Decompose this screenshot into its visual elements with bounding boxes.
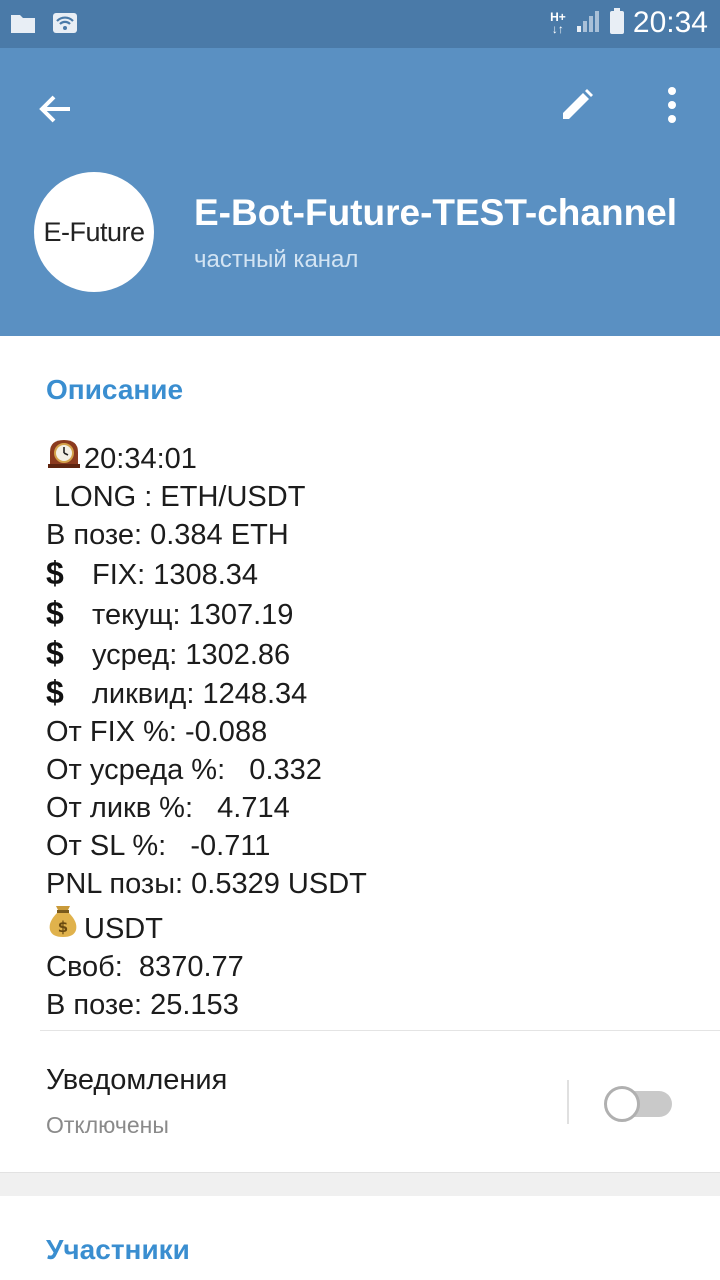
channel-header: E-Future E-Bot-Future-TEST-channel частн… — [0, 48, 720, 336]
status-bar-left — [10, 12, 78, 39]
notifications-title: Уведомления — [46, 1064, 228, 1096]
signal-icon — [575, 8, 601, 39]
back-button[interactable] — [28, 82, 82, 136]
avatar-logo-text: E-Future — [43, 216, 145, 247]
edit-button[interactable] — [550, 78, 604, 132]
heavy-dollar-sign-icon: $ — [46, 674, 64, 711]
section-separator — [0, 1172, 720, 1196]
vertical-separator — [567, 1080, 569, 1124]
status-time: 20:34 — [632, 6, 708, 39]
fix-line: $ FIX: 1308.34 — [46, 555, 706, 595]
svg-text:$: $ — [58, 918, 68, 936]
time-line: 20:34:01 — [46, 436, 706, 479]
pnl-line: PNL позы: 0.5329 USDT — [46, 867, 367, 900]
folder-icon — [10, 12, 36, 39]
status-bar: H+ ↓↑ 20:34 — [0, 0, 720, 48]
description-text[interactable]: 20:34:01 LONG : ETH/USDT В позе: 0.384 E… — [46, 436, 706, 1025]
channel-subtitle: частный канал — [194, 246, 359, 273]
more-vertical-icon — [668, 87, 676, 123]
in-position-usdt-line: В позе: 25.153 — [46, 988, 239, 1021]
liquidation-line: $ ликвид: 1248.34 — [46, 674, 706, 714]
from-liq-line: От ликв %: 4.714 — [46, 792, 290, 825]
heavy-dollar-sign-icon: $ — [46, 554, 64, 591]
toggle-knob — [604, 1086, 640, 1122]
more-options-button[interactable] — [648, 78, 696, 132]
money-bag-icon: $ — [46, 904, 84, 949]
in-position-line: В позе: 0.384 ETH — [46, 518, 289, 551]
network-type-bottom: ↓↑ — [551, 22, 564, 36]
position-line: LONG : ETH/USDT — [46, 480, 306, 513]
fix-value: FIX: 1308.34 — [92, 558, 259, 591]
notifications-status: Отключены — [46, 1112, 169, 1138]
pencil-icon — [563, 89, 593, 119]
time-value: 20:34:01 — [84, 443, 197, 475]
usdt-label: USDT — [84, 912, 163, 945]
usdt-header-line: $ USDT — [46, 904, 706, 949]
liquidation-value: ликвид: 1248.34 — [92, 678, 308, 711]
mantelpiece-clock-icon — [46, 436, 84, 479]
divider — [40, 1030, 720, 1031]
wifi-icon — [52, 12, 78, 39]
average-line: $ усред: 1302.86 — [46, 635, 706, 675]
current-value: текущ: 1307.19 — [92, 598, 294, 631]
notifications-toggle[interactable] — [604, 1086, 672, 1122]
from-sl-line: От SL %: -0.711 — [46, 830, 271, 863]
from-average-line: От усреда %: 0.332 — [46, 754, 322, 787]
channel-avatar[interactable]: E-Future — [34, 172, 154, 292]
average-value: усред: 1302.86 — [92, 638, 291, 671]
channel-title: E-Bot-Future-TEST-channel — [194, 192, 678, 233]
heavy-dollar-sign-icon: $ — [46, 594, 64, 631]
current-line: $ текущ: 1307.19 — [46, 595, 706, 635]
network-type-top: H+ — [550, 10, 566, 24]
battery-icon — [609, 7, 625, 40]
members-label: Участники — [46, 1234, 190, 1265]
heavy-dollar-sign-icon: $ — [46, 634, 64, 671]
from-fix-line: От FIX %: -0.088 — [46, 716, 268, 749]
network-type-indicator: H+ ↓↑ — [549, 11, 567, 35]
arrow-left-icon — [39, 95, 70, 123]
description-label: Описание — [46, 374, 184, 405]
free-balance-line: Своб: 8370.77 — [46, 950, 244, 983]
status-bar-right: H+ ↓↑ 20:34 — [549, 6, 708, 40]
